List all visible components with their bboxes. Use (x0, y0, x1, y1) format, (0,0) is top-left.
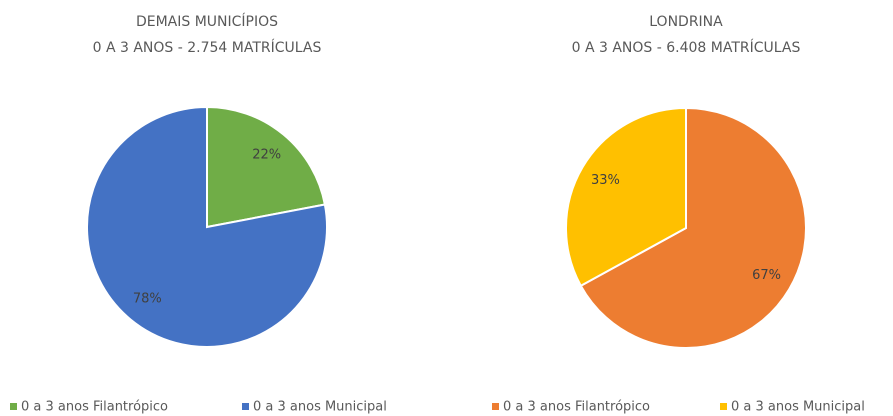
legend-swatch (492, 403, 499, 410)
legend-label: 0 a 3 anos Municipal (253, 400, 387, 415)
legend-label: 0 a 3 anos Filantrópico (21, 400, 168, 415)
data-label: 67% (752, 268, 781, 283)
pie-slice (579, 106, 807, 349)
chart-subtitle: 0 A 3 ANOS - 2.754 MATRÍCULAS (93, 39, 322, 56)
legend-swatch (10, 403, 17, 410)
chart-title: DEMAIS MUNICÍPIOS (136, 13, 278, 30)
chart-subtitle: 0 A 3 ANOS - 6.408 MATRÍCULAS (572, 39, 801, 56)
data-label: 22% (252, 147, 281, 162)
chart-title: LONDRINA (649, 14, 723, 30)
legend-swatch (720, 403, 727, 410)
pie-slice (206, 105, 327, 229)
legend-label: 0 a 3 anos Municipal (731, 400, 865, 415)
pie-slice (86, 105, 328, 348)
legend-swatch (242, 403, 249, 410)
legend-label: 0 a 3 anos Filantrópico (503, 400, 650, 415)
pie-slice (565, 106, 687, 288)
data-label: 78% (133, 292, 162, 307)
data-label: 33% (591, 173, 620, 188)
